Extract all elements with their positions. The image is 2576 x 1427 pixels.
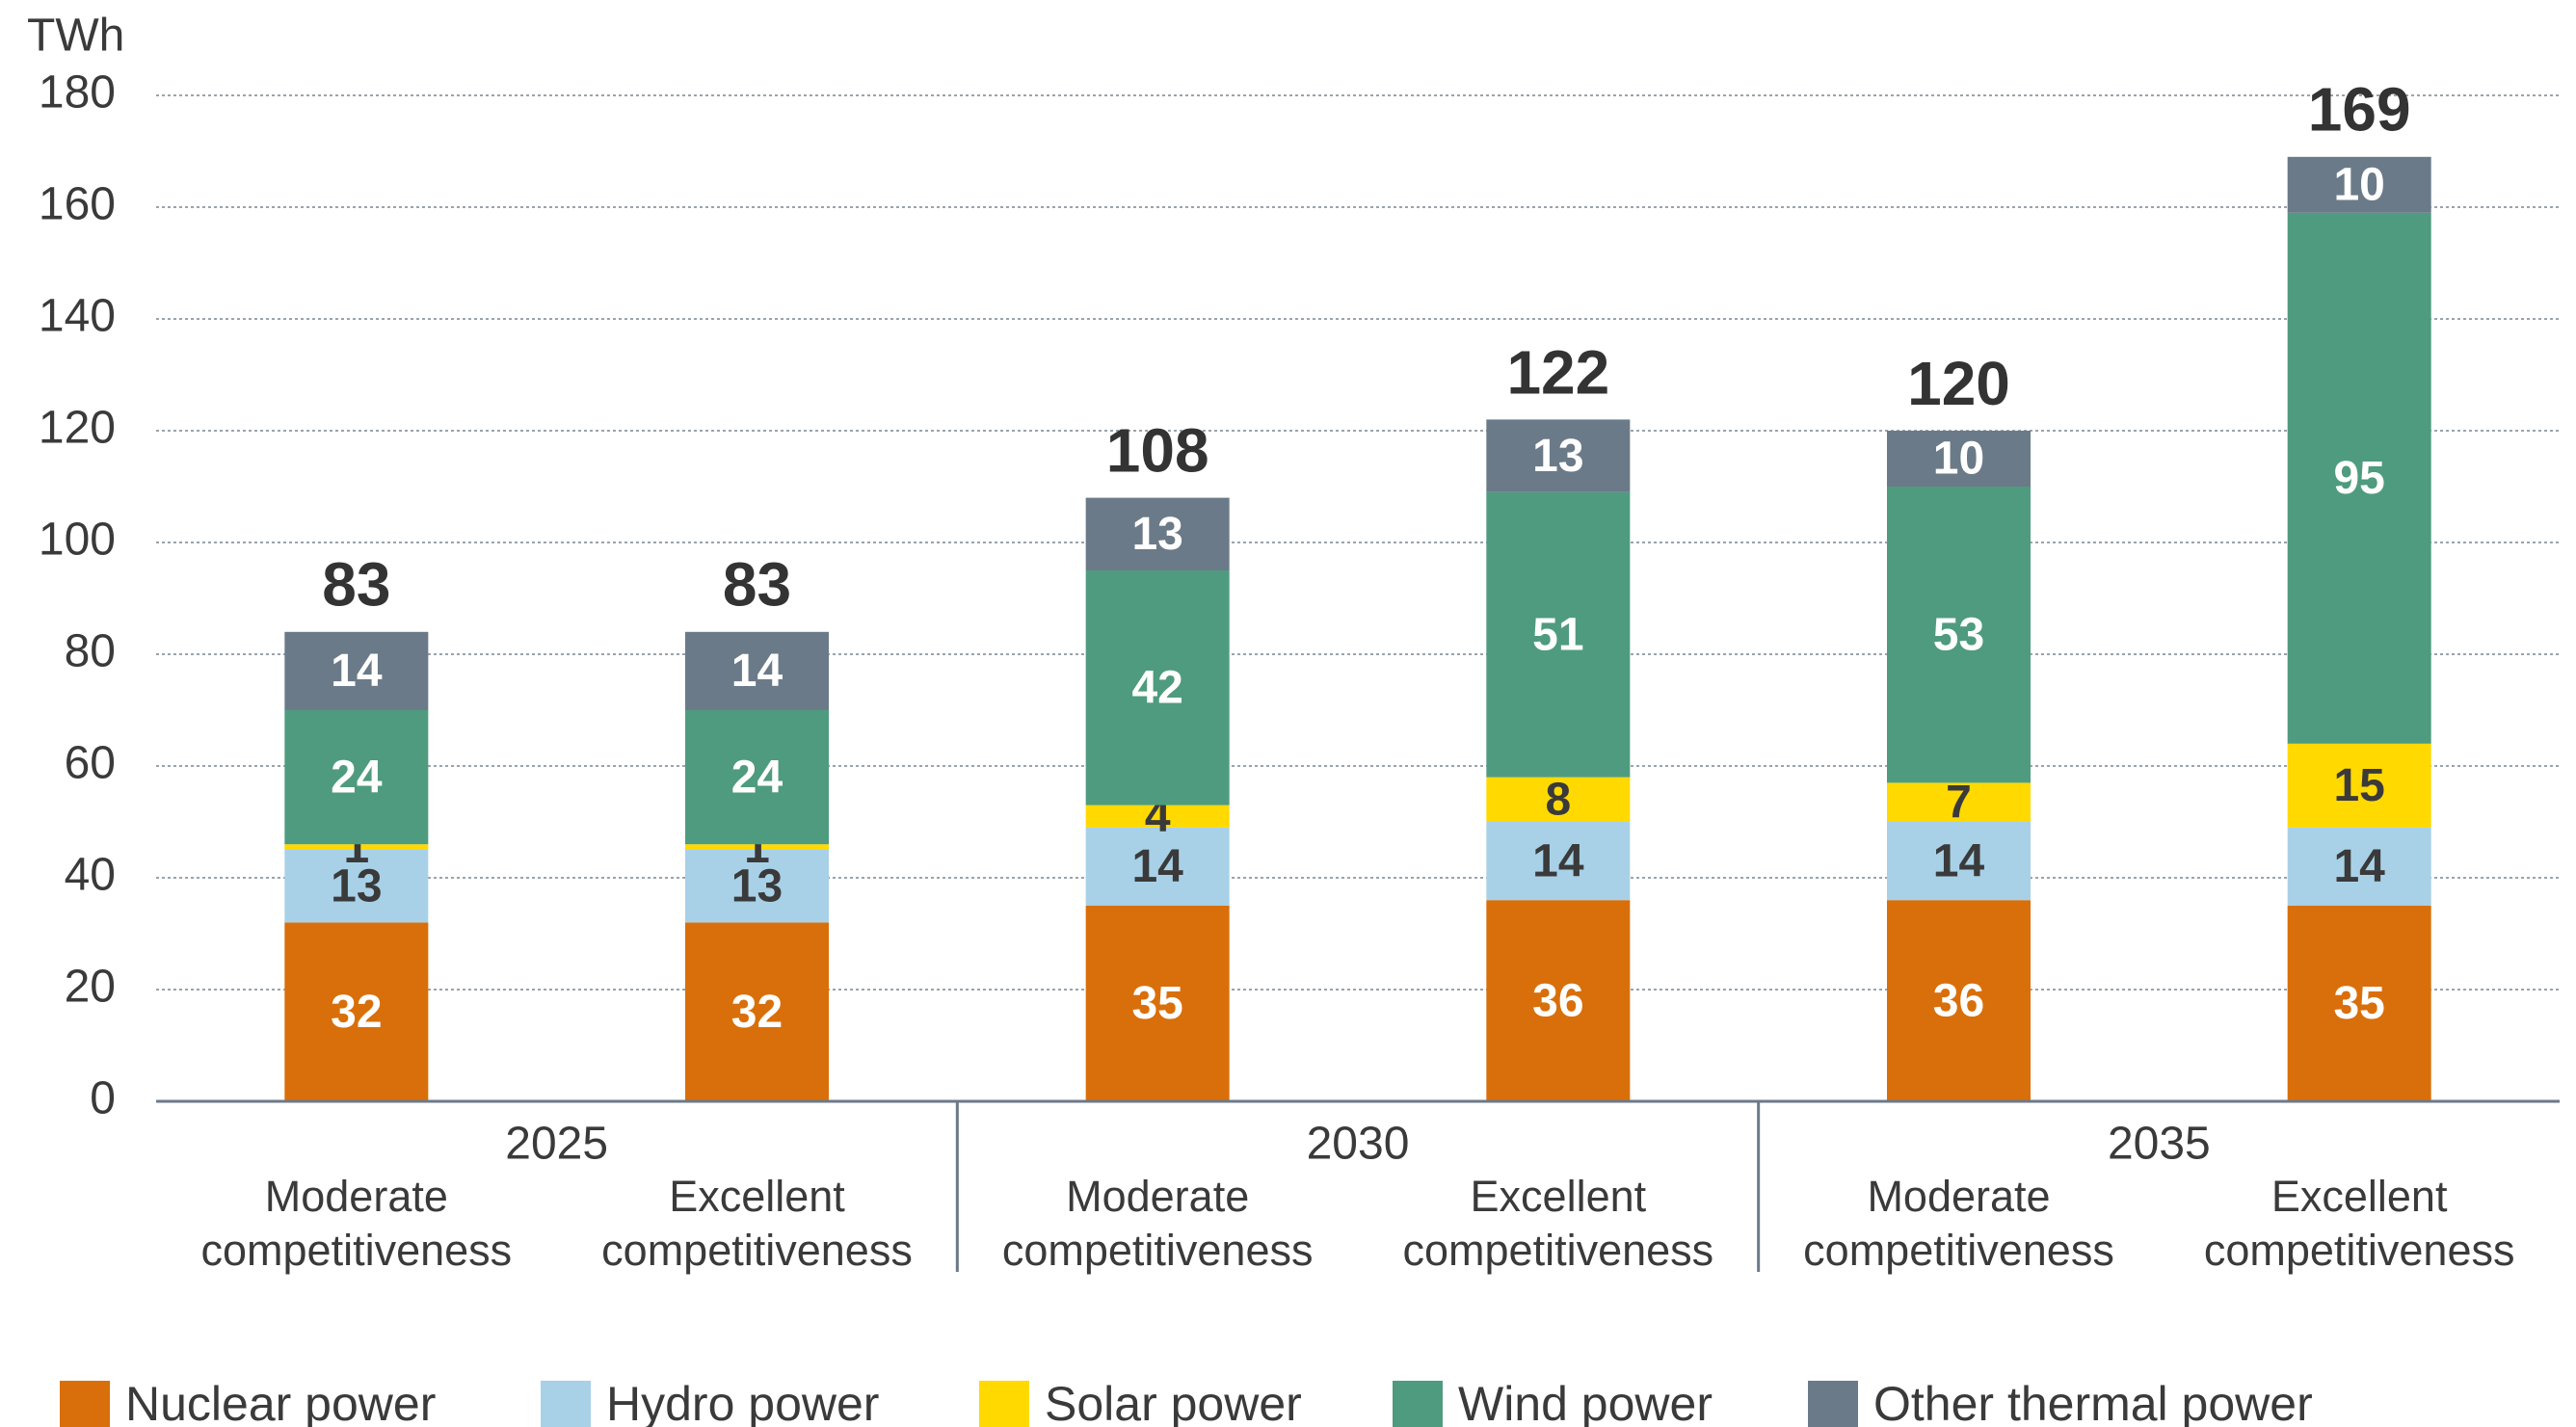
bar-segment <box>685 710 829 845</box>
data-label: 24 <box>731 752 783 803</box>
bar-segment <box>284 844 429 850</box>
legend-swatch <box>1393 1381 1443 1427</box>
y-tick-label: 100 <box>39 515 116 566</box>
y-axis-label: TWh <box>27 11 124 62</box>
bar-segment <box>1085 827 1230 906</box>
x-tick-label: Excellent competitiveness <box>2204 1172 2515 1275</box>
bar-segment <box>284 922 429 1101</box>
y-tick-label: 20 <box>65 962 116 1013</box>
data-label: 14 <box>1131 841 1183 892</box>
y-tick-label: 0 <box>90 1073 116 1124</box>
bar-segment <box>1887 431 2031 487</box>
x-tick-label: Moderate competitiveness <box>1002 1172 1314 1275</box>
total-label: 83 <box>322 550 390 620</box>
y-tick-label: 160 <box>39 179 116 230</box>
y-tick-label: 80 <box>65 626 116 677</box>
bar-segment <box>1085 906 1230 1101</box>
legend-label: Nuclear power <box>125 1377 436 1427</box>
legend-swatch <box>979 1381 1029 1427</box>
x-tick-label: Moderate competitiveness <box>1803 1172 2114 1275</box>
data-label: 14 <box>2333 841 2385 892</box>
data-label: 35 <box>2333 978 2384 1029</box>
y-tick-label: 180 <box>39 67 116 119</box>
data-label: 53 <box>1933 609 1984 660</box>
data-label: 13 <box>1532 431 1583 482</box>
y-tick-label: 120 <box>39 403 116 454</box>
bar-segment <box>1486 777 1631 822</box>
data-label: 14 <box>1933 835 1985 886</box>
legend-swatch <box>541 1381 591 1427</box>
data-label: 35 <box>1131 978 1182 1029</box>
bar-segment <box>284 631 429 710</box>
bar-segment <box>1887 822 2031 901</box>
bar-segment <box>1085 570 1230 806</box>
data-label: 15 <box>2333 760 2384 811</box>
data-label: 14 <box>1532 835 1584 886</box>
bar-segment <box>1887 487 2031 783</box>
bar-segment <box>685 631 829 710</box>
bar-segment <box>1085 805 1230 828</box>
legend-label: Other thermal power <box>1873 1377 2313 1427</box>
data-label: 13 <box>331 860 382 912</box>
bar-segment <box>284 850 429 923</box>
bar-segment <box>1486 822 1631 901</box>
total-label: 83 <box>723 550 791 620</box>
data-label: 14 <box>731 646 783 697</box>
data-label: 51 <box>1532 609 1583 660</box>
data-label: 13 <box>1131 509 1182 560</box>
data-label: 95 <box>2333 453 2384 504</box>
bar-segment <box>1486 491 1631 778</box>
total-label: 120 <box>1907 349 2010 418</box>
total-label: 108 <box>1106 416 1209 486</box>
bar-segment <box>685 922 829 1101</box>
legend-label: Solar power <box>1045 1377 1302 1427</box>
bar-segment <box>1887 900 2031 1101</box>
data-label: 8 <box>1545 774 1571 825</box>
bar-segment <box>2287 906 2431 1101</box>
group-label: 2030 <box>1307 1119 1410 1170</box>
data-label: 7 <box>1946 777 1972 828</box>
bar-segment <box>685 844 829 850</box>
x-tick-label: Excellent competitiveness <box>1403 1172 1714 1275</box>
group-label: 2035 <box>2108 1119 2211 1170</box>
data-label: 14 <box>331 646 383 697</box>
legend-label: Wind power <box>1458 1377 1713 1427</box>
data-label: 32 <box>331 987 382 1038</box>
bar-segment <box>1887 782 2031 822</box>
bar-segment <box>1486 419 1631 492</box>
x-tick-label: Excellent competitiveness <box>601 1172 913 1275</box>
data-label: 42 <box>1131 662 1182 713</box>
total-label: 122 <box>1506 337 1609 407</box>
data-label: 24 <box>331 752 383 803</box>
data-label: 32 <box>731 987 783 1038</box>
total-label: 169 <box>2308 75 2411 145</box>
bar-segment <box>1486 900 1631 1101</box>
data-label: 13 <box>731 860 783 912</box>
bar-segment <box>1085 497 1230 570</box>
data-label: 36 <box>1933 975 1984 1026</box>
legend-swatch <box>60 1381 110 1427</box>
bar-segment <box>2287 827 2431 906</box>
group-label: 2025 <box>505 1119 608 1170</box>
data-label: 10 <box>1933 434 1984 485</box>
bar-segment <box>2287 743 2431 828</box>
y-tick-label: 40 <box>65 850 116 901</box>
bar-segment <box>2287 212 2431 744</box>
legend-swatch <box>1808 1381 1858 1427</box>
data-label: 10 <box>2333 159 2384 210</box>
legend-label: Hydro power <box>606 1377 879 1427</box>
bar-segment <box>284 710 429 845</box>
bar-segment <box>685 850 829 923</box>
y-tick-label: 60 <box>65 738 116 789</box>
data-label: 36 <box>1532 975 1583 1026</box>
x-tick-label: Moderate competitiveness <box>201 1172 513 1275</box>
bar-segment <box>2287 156 2431 213</box>
y-tick-label: 140 <box>39 291 116 342</box>
